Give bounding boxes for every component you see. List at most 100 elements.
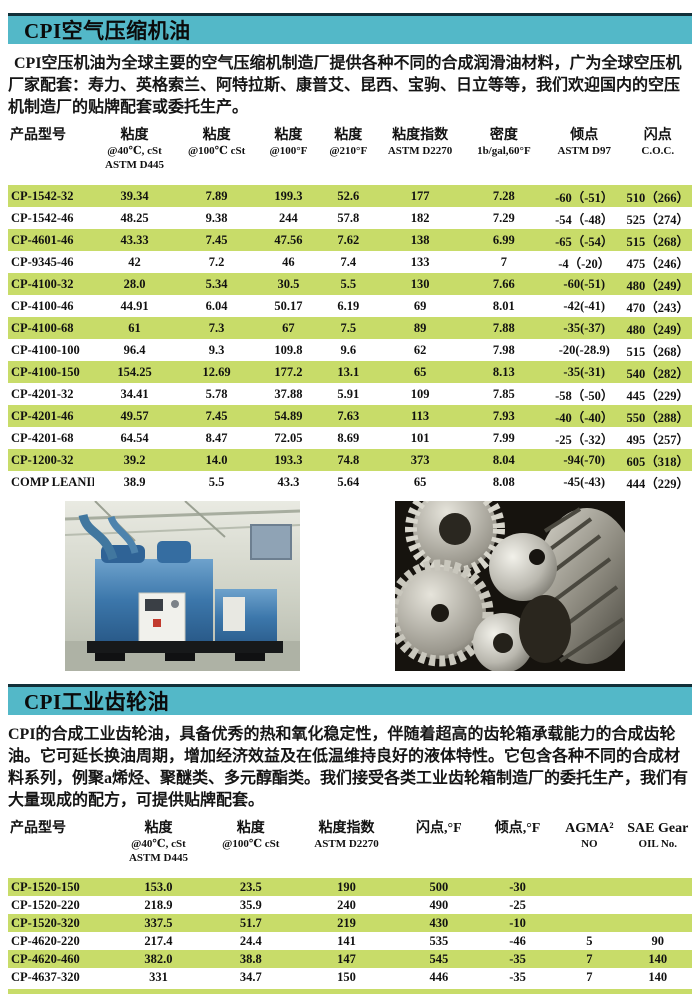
value-cell: 5.5 <box>340 276 357 291</box>
value-cell: -42(-41) <box>563 298 606 313</box>
value-cell: 7.3 <box>208 320 225 335</box>
value-cell: 72.05 <box>274 430 303 445</box>
value-cell <box>624 914 692 932</box>
value-cell: -45(-43) <box>563 474 606 489</box>
value-cell: 525（274） <box>626 212 690 227</box>
gears-photo <box>395 501 625 671</box>
value-cell: 138 <box>410 232 430 247</box>
value-cell: 545 <box>429 951 449 966</box>
value-cell: 23.5 <box>239 879 262 894</box>
value-cell: -10 <box>509 915 526 930</box>
value-cell: 39.34 <box>120 188 149 203</box>
value-cell <box>555 878 623 896</box>
value-cell: 199.3 <box>274 188 303 203</box>
value-cell: 141 <box>337 933 356 948</box>
value-cell: 490 <box>429 897 449 912</box>
value-cell: 540（282） <box>626 366 690 381</box>
value-cell: 5.91 <box>337 386 360 401</box>
value-cell: 7.45 <box>205 408 228 423</box>
value-cell: 331 <box>149 969 168 984</box>
value-cell: 177.2 <box>274 364 303 379</box>
value-cell: -35(-31) <box>563 364 606 379</box>
photo-strip <box>65 501 692 671</box>
table-row: COMP LEANII 38.9 5.5 43.3 5.64 65 8.08 -45(-43)… <box>8 471 692 493</box>
value-cell: -25 <box>509 897 526 912</box>
column-header: 产品型号 <box>10 128 66 143</box>
table-row: CP-4100-46 44.91 6.04 50.17 6.19 69 8.01 -42(-4… <box>8 295 692 317</box>
value-cell: 9.6 <box>340 342 357 357</box>
product-model-cell: CP-4620-220 <box>11 933 80 948</box>
value-cell: 90 <box>651 933 665 948</box>
value-cell: 7 <box>586 969 593 984</box>
partial-row-strip <box>8 989 692 994</box>
value-cell: 12.69 <box>202 364 231 379</box>
value-cell: 218.9 <box>144 897 173 912</box>
value-cell <box>555 914 623 932</box>
value-cell: 515（268） <box>626 344 690 359</box>
table-row: CP-4100-100 96.4 9.3 109.8 9.6 62 7.98 -20(-28.… <box>8 339 692 361</box>
column-header: 粘度指数 ASTM D2270 <box>314 821 379 850</box>
table-row: CP-4100-150 154.25 12.69 177.2 13.1 65 8.13 -35… <box>8 361 692 383</box>
value-cell: 133 <box>410 254 430 269</box>
product-model-cell: CP-4601-46 <box>11 232 74 247</box>
value-cell: 7.98 <box>492 342 515 357</box>
value-cell: 6.19 <box>337 298 360 313</box>
value-cell: 535 <box>429 933 449 948</box>
compressor-oil-table: 产品型号 粘度 @40℃, cSt ASTM D445 粘度 @100℃ cSt 粘度 @10… <box>8 127 692 493</box>
column-header: 粘度 @210°F <box>329 128 368 157</box>
value-cell: 130 <box>410 276 430 291</box>
value-cell: 35.9 <box>239 897 262 912</box>
product-model-cell: CP-1542-32 <box>11 188 74 203</box>
value-cell: -30 <box>509 879 526 894</box>
value-cell: 480（249） <box>626 278 690 293</box>
value-cell: 7.62 <box>337 232 360 247</box>
value-cell: 34.7 <box>239 969 262 984</box>
value-cell: 7.66 <box>492 276 515 291</box>
value-cell: -54（-48） <box>555 212 614 227</box>
value-cell: 30.5 <box>277 276 300 291</box>
value-cell: 550（288） <box>626 410 690 425</box>
value-cell: 373 <box>410 452 430 467</box>
value-cell: 193.3 <box>274 452 303 467</box>
column-header: 粘度指数 ASTM D2270 <box>387 128 453 157</box>
column-header: AGMA² NO <box>565 821 614 850</box>
column-header: 粘度 @100°F <box>269 128 308 157</box>
column-header: 粘度 @40℃, cSt ASTM D445 <box>105 128 165 171</box>
value-cell: 57.8 <box>337 210 360 225</box>
table-row: CP-4201-46 49.57 7.45 54.89 7.63 113 7.93 -40（-… <box>8 405 692 427</box>
value-cell: 5.5 <box>208 474 225 489</box>
column-header: 产品型号 <box>10 821 66 836</box>
column-header: 粘度 @40℃, cSt ASTM D445 <box>128 821 188 864</box>
value-cell: 6.99 <box>492 232 515 247</box>
value-cell: 51.7 <box>239 915 262 930</box>
product-model-cell: CP-4100-68 <box>11 320 74 335</box>
product-model-cell: CP-1520-150 <box>11 879 80 894</box>
value-cell <box>624 896 692 914</box>
value-cell: 67 <box>282 320 295 335</box>
value-cell: 14.0 <box>205 452 228 467</box>
value-cell: -35(-37) <box>563 320 606 335</box>
value-cell: 7.99 <box>492 430 515 445</box>
table-row: CP-1542-32 39.34 7.89 199.3 52.6 177 7.28 -60（-… <box>8 185 692 207</box>
value-cell: -65（-54） <box>555 234 614 249</box>
product-model-cell: CP-4100-32 <box>11 276 74 291</box>
value-cell: 7.4 <box>340 254 357 269</box>
value-cell: 150 <box>337 969 356 984</box>
product-model-cell: CP-4201-46 <box>11 408 74 423</box>
value-cell: 9.38 <box>205 210 228 225</box>
value-cell: 8.69 <box>337 430 360 445</box>
value-cell: 480（249） <box>626 322 690 337</box>
value-cell: 147 <box>337 951 356 966</box>
value-cell: 154.25 <box>117 364 152 379</box>
table-row: CP-4201-32 34.41 5.78 37.88 5.91 109 7.85 -58（-… <box>8 383 692 405</box>
table-row: CP-4100-32 28.0 5.34 30.5 5.5 130 7.66 -60(-51)… <box>8 273 692 295</box>
value-cell: 240 <box>337 897 356 912</box>
value-cell: 7.28 <box>492 188 515 203</box>
value-cell: 7.93 <box>492 408 515 423</box>
column-header: 粘度 @100℃ cSt <box>187 128 246 157</box>
value-cell: -94(-70) <box>563 452 606 467</box>
value-cell: 7.88 <box>492 320 515 335</box>
value-cell: 153.0 <box>144 879 173 894</box>
value-cell: 61 <box>128 320 141 335</box>
